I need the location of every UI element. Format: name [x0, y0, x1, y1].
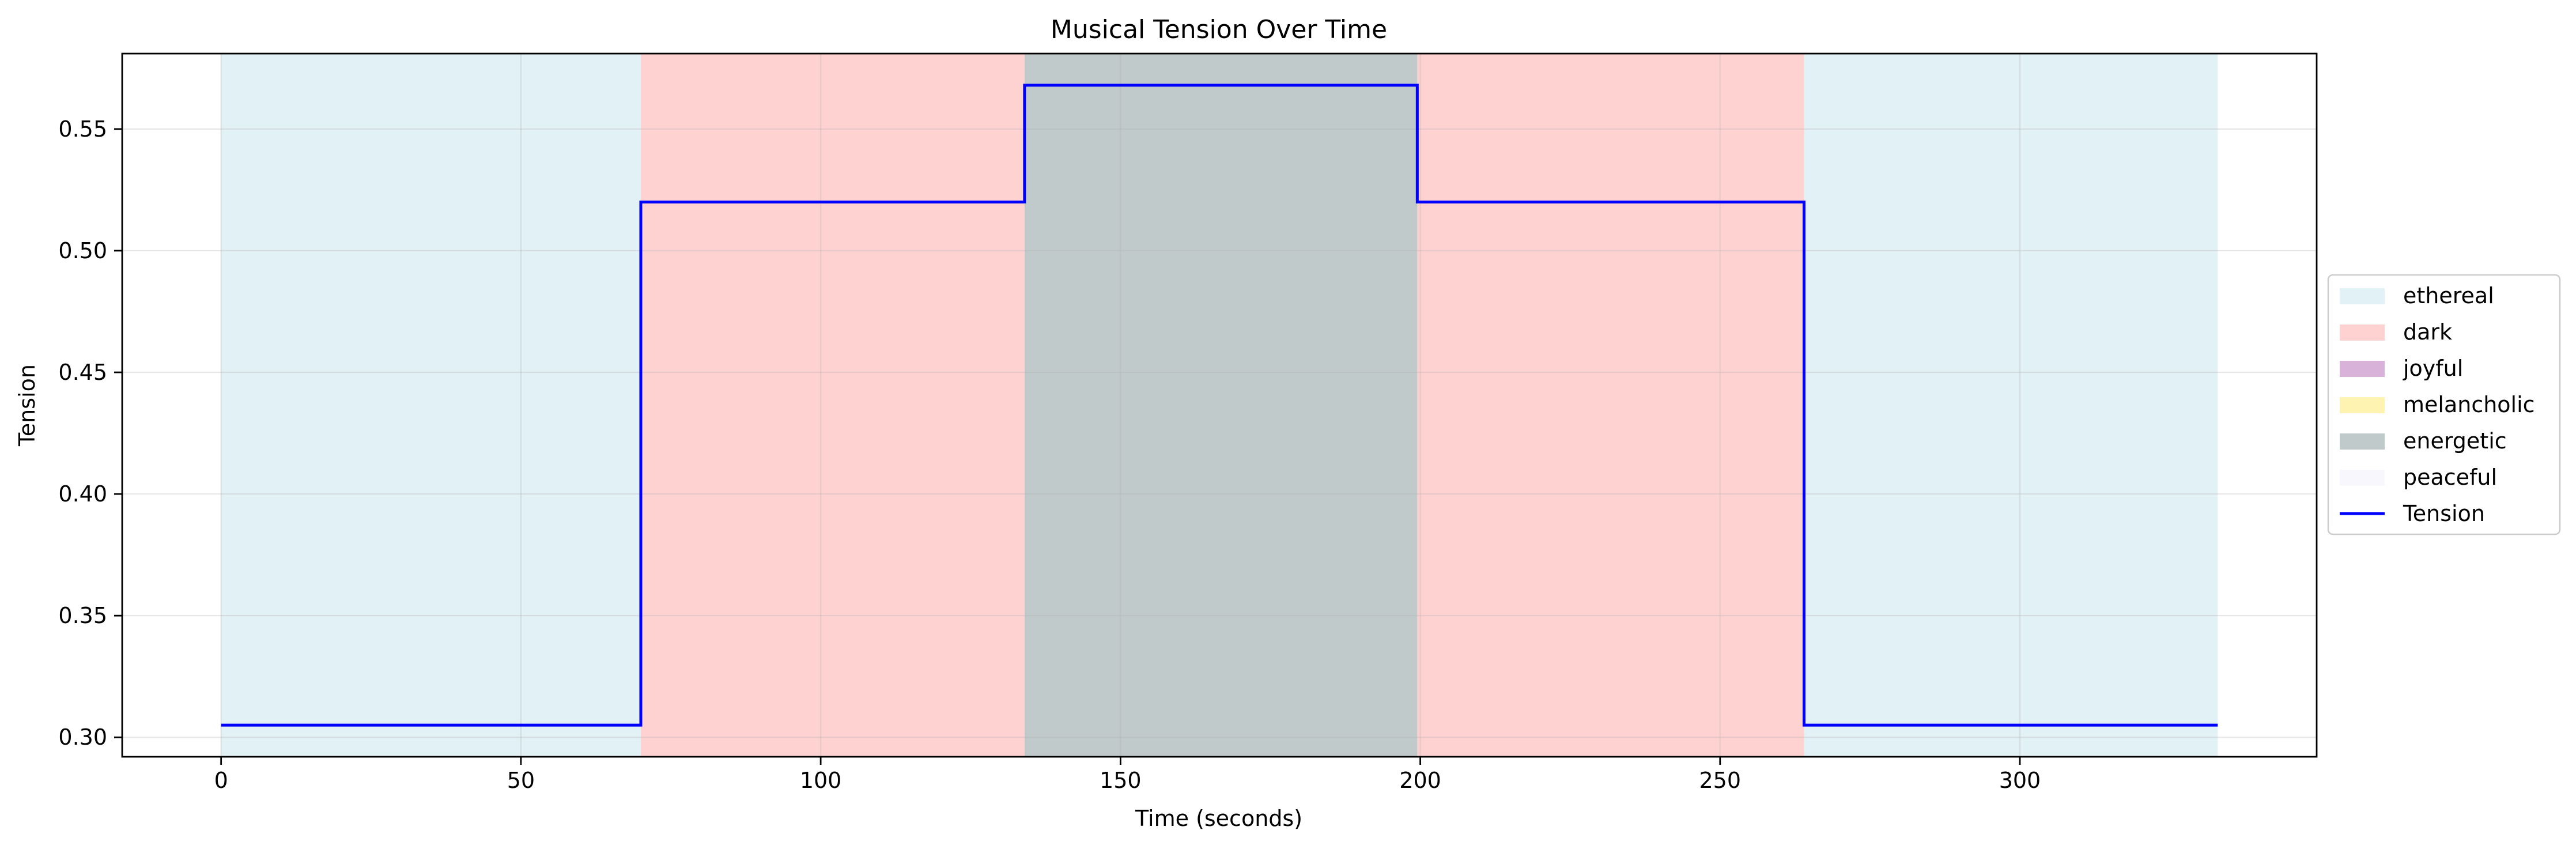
y-axis-label: Tension: [14, 364, 40, 447]
mood-region-dark-1: [640, 54, 1025, 757]
mood-regions: [221, 54, 2218, 757]
grid-lines: [122, 54, 2317, 757]
legend-label-melancholic: melancholic: [2403, 392, 2535, 417]
legend-swatch-dark: [2340, 324, 2385, 341]
legend-swatch-peaceful: [2340, 470, 2385, 486]
legend-label-peaceful: peaceful: [2403, 465, 2497, 490]
mood-region-ethereal-4: [1804, 54, 2218, 757]
x-tick-label-3: 150: [1100, 768, 1142, 793]
axes-layer: 0 50 100 150 200 250 300 0.30 0.35 0.40 0.45 0.50 0.…: [58, 52, 2318, 793]
series-layer: [221, 84, 2218, 727]
legend-label-energetic: energetic: [2403, 428, 2507, 454]
y-tick-label-3: 0.45: [58, 360, 107, 385]
x-tick-label-4: 200: [1399, 768, 1441, 793]
x-tick-label-6: 300: [1999, 768, 2041, 793]
y-tick-label-0: 0.30: [58, 725, 107, 750]
legend-label-dark: dark: [2403, 319, 2452, 345]
y-tick-label-4: 0.50: [58, 238, 107, 263]
legend-swatch-joyful: [2340, 361, 2385, 377]
legend-box: [2327, 274, 2561, 535]
plot-frame: [121, 52, 2318, 758]
x-tick-label-1: 50: [507, 768, 535, 793]
legend-label-ethereal: ethereal: [2403, 283, 2494, 308]
legend-label-joyful: joyful: [2403, 356, 2463, 381]
chart-title: Musical Tension Over Time: [1051, 15, 1387, 44]
mood-region-ethereal-0: [221, 54, 641, 757]
y-tick-label-1: 0.35: [58, 603, 107, 628]
legend-swatch-energetic: [2340, 433, 2385, 450]
legend-swatch-ethereal: [2340, 288, 2385, 304]
plot-area-background: [122, 54, 2317, 757]
mood-region-energetic-2: [1024, 54, 1418, 757]
series-line-tension: [221, 84, 2218, 727]
y-tick-label-5: 0.55: [58, 116, 107, 142]
y-tick-label-2: 0.40: [58, 481, 107, 507]
x-tick-label-2: 100: [800, 768, 842, 793]
legend: ethereal dark joyful melancholic energetic pe…: [2327, 274, 2561, 535]
legend-swatch-melancholic: [2340, 397, 2385, 413]
legend-label-tension: Tension: [2403, 501, 2485, 526]
x-tick-label-0: 0: [214, 768, 228, 793]
chart-background: [122, 54, 2317, 757]
x-axis-label: Time (seconds): [1135, 806, 1302, 831]
x-tick-label-5: 250: [1699, 768, 1741, 793]
mood-region-dark-3: [1417, 54, 1804, 757]
